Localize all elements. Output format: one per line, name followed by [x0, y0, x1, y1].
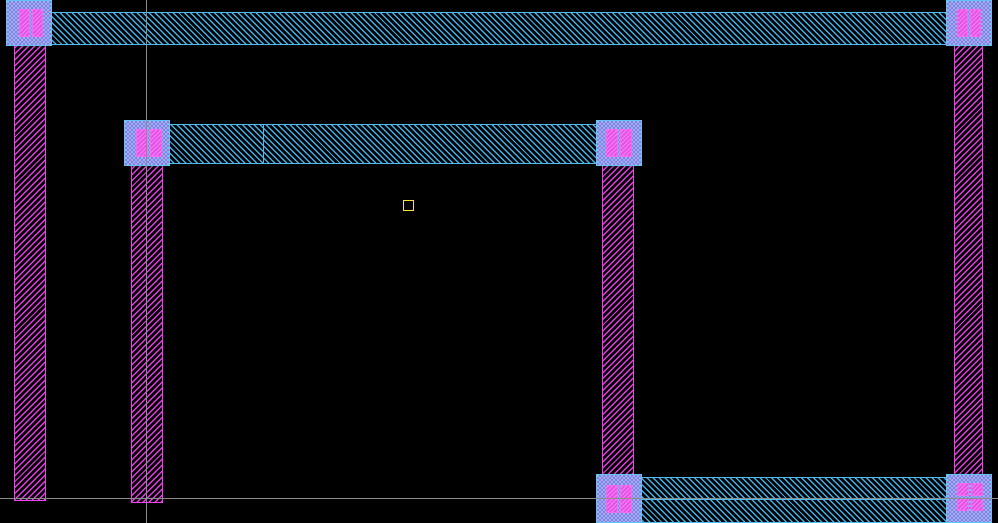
edit-cursor-box[interactable]: [403, 200, 414, 211]
metal1-top-rail[interactable]: [12, 12, 986, 45]
metal1-bottom-rail[interactable]: [612, 477, 986, 523]
via-cut: [971, 483, 983, 496]
via-pad-top-left[interactable]: [6, 0, 52, 46]
via-cut: [19, 9, 30, 37]
via-cut: [971, 498, 983, 511]
crosshair-horizontal-guide: [0, 498, 998, 499]
via-cut: [606, 129, 618, 157]
metal2-right-post[interactable]: [954, 22, 983, 501]
crosshair-vertical-guide: [146, 0, 147, 523]
via-pad-mid-left[interactable]: [124, 120, 170, 166]
via-cut: [150, 129, 162, 157]
metal1-mid-rail-seam: [263, 124, 264, 164]
via-cut: [136, 129, 148, 157]
via-cut: [620, 129, 632, 157]
via-cut: [957, 498, 969, 511]
via-cut: [957, 9, 968, 37]
metal2-left-inner-post[interactable]: [131, 133, 163, 503]
metal2-left-post[interactable]: [14, 22, 46, 501]
via-cut: [32, 9, 43, 37]
metal1-bottom-rail-seam: [612, 499, 986, 500]
via-pad-mid-right[interactable]: [596, 120, 642, 166]
metal1-mid-rail[interactable]: [142, 124, 628, 164]
via-pad-top-right[interactable]: [946, 0, 992, 46]
via-cut: [606, 485, 618, 513]
via-cut: [970, 9, 981, 37]
via-cut: [620, 485, 632, 513]
metal2-middle-post[interactable]: [602, 133, 634, 493]
via-cut: [957, 483, 969, 496]
